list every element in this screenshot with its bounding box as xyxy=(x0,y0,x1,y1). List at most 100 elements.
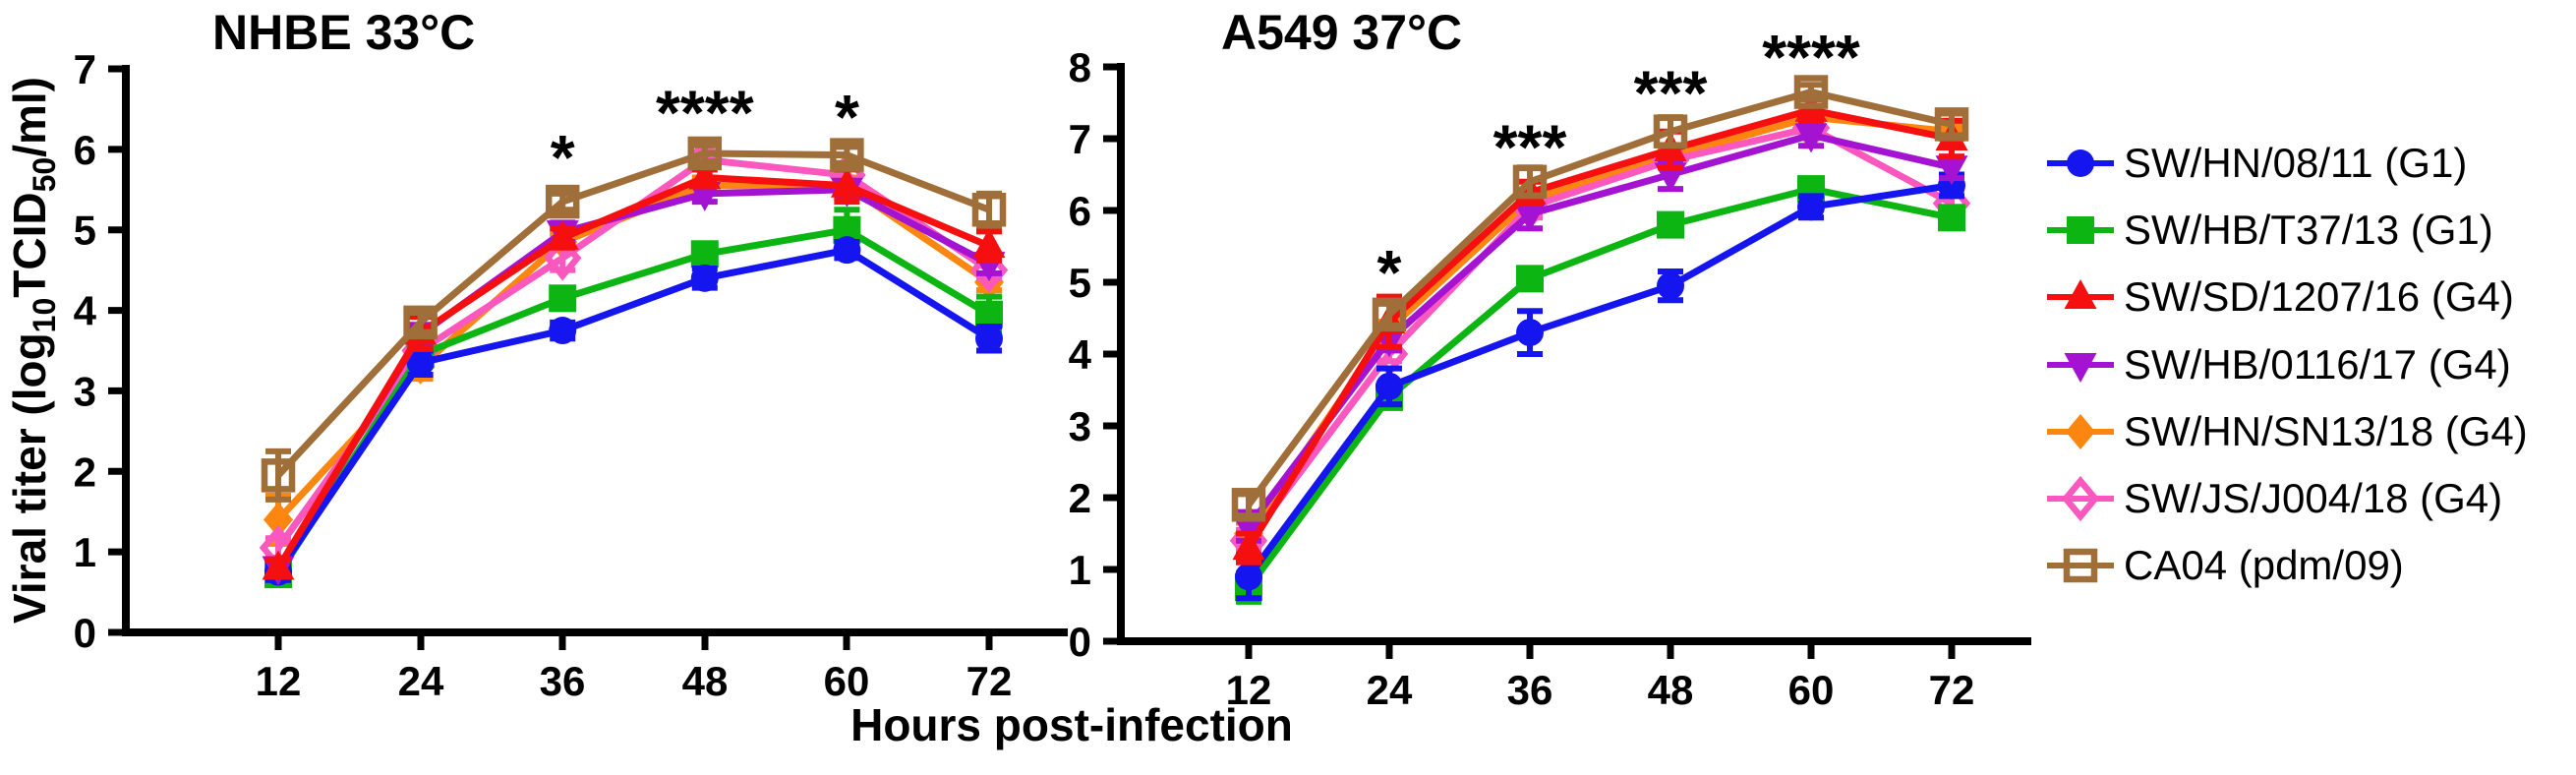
data-point-marker xyxy=(1938,204,1965,232)
square-marker-icon xyxy=(2063,548,2098,583)
x-tick-label: 48 xyxy=(1648,667,1694,713)
data-point-marker xyxy=(1797,193,1825,221)
series-SW/HB/T37/13 (G1) xyxy=(264,207,1003,589)
triangle-up-marker-icon xyxy=(2043,273,2118,321)
diamond-marker-icon xyxy=(2061,475,2100,522)
series-line xyxy=(275,186,991,570)
series-SW/HN/SN13/18 (G4) xyxy=(1234,99,1966,552)
y-tick-label: 5 xyxy=(1069,260,1091,306)
legend-item: SW/SD/1207/16 (G4) xyxy=(2043,273,2514,321)
data-point-marker xyxy=(1235,563,1262,591)
series-CA04 (pdm/09) xyxy=(1231,75,1969,522)
legend-label: SW/JS/J004/18 (G4) xyxy=(2124,475,2503,521)
open-diamond-marker-icon xyxy=(2043,475,2118,522)
x-tick-label: 24 xyxy=(1367,667,1413,713)
series-line xyxy=(1246,181,1953,579)
significance-asterisks: *** xyxy=(1493,111,1567,182)
data-point-marker xyxy=(543,235,582,281)
x-tick-label: 12 xyxy=(1226,667,1272,713)
data-point-marker xyxy=(1512,164,1548,200)
y-tick-label: 2 xyxy=(74,448,96,495)
y-tick-label: 0 xyxy=(1069,619,1091,665)
legend-marker-canvas xyxy=(2047,414,2114,449)
data-point-marker xyxy=(1793,75,1829,109)
series-line xyxy=(1246,185,1953,590)
data-point-marker xyxy=(1516,319,1544,347)
triangle-down-marker-icon xyxy=(2064,353,2097,383)
x-tick-label: 60 xyxy=(1788,667,1835,713)
chart-title-nhbe: NHBE 33°C xyxy=(212,5,476,60)
series-CA04 (pdm/09) xyxy=(261,136,1007,503)
series-SW/HN/08/11 (G1) xyxy=(1235,171,1965,602)
x-tick-label: 72 xyxy=(1929,667,1975,713)
x-tick-label: 60 xyxy=(824,658,870,704)
data-point-marker xyxy=(403,305,438,340)
y-tick-label: 6 xyxy=(1069,188,1091,234)
data-point-marker xyxy=(972,228,1006,259)
series-line xyxy=(275,246,991,574)
y-tick-label: 8 xyxy=(1069,44,1091,90)
series-line xyxy=(1246,89,1953,507)
diamond-marker-icon xyxy=(2066,414,2095,449)
triangle-down-marker-icon xyxy=(2043,341,2118,388)
data-point-marker xyxy=(1513,202,1547,232)
data-point-marker xyxy=(1231,488,1266,522)
data-point-marker xyxy=(546,219,579,250)
diamond-marker-icon xyxy=(2043,408,2118,455)
data-point-marker xyxy=(1232,530,1265,561)
significance-asterisks: *** xyxy=(1634,58,1708,129)
legend-item: CA04 (pdm/09) xyxy=(2043,542,2404,589)
x-tick-label: 12 xyxy=(256,658,302,704)
y-tick-label: 5 xyxy=(74,208,96,254)
legend-label: SW/HN/08/11 (G1) xyxy=(2124,140,2468,186)
data-point-marker xyxy=(406,348,435,377)
data-point-marker xyxy=(1934,107,1969,142)
data-point-marker xyxy=(262,550,295,580)
y-tick-label: 1 xyxy=(1069,547,1091,593)
y-tick-label: 3 xyxy=(74,368,96,414)
series-line xyxy=(275,155,991,551)
data-point-marker xyxy=(690,240,719,268)
circle-marker-icon xyxy=(2067,149,2094,177)
chart-title-a549: A549 37°C xyxy=(1221,5,1463,60)
y-tick-label: 0 xyxy=(74,610,96,656)
series-line xyxy=(1246,131,1953,529)
legend-item: SW/HB/T37/13 (G1) xyxy=(2043,207,2493,254)
legend-marker-canvas xyxy=(2047,475,2114,522)
series-line xyxy=(1246,106,1953,550)
legend-marker-canvas xyxy=(2047,548,2114,583)
series-SW/SD/1207/16 (G4) xyxy=(1232,91,1968,566)
y-tick-label: 3 xyxy=(1069,403,1091,449)
data-point-marker xyxy=(1935,155,1968,186)
legend-marker-canvas xyxy=(2047,353,2114,383)
triangle-up-marker-icon xyxy=(2064,279,2097,309)
data-point-marker xyxy=(1657,271,1684,300)
legend-item: SW/HN/08/11 (G1) xyxy=(2043,140,2467,187)
series-SW/HB/0116/17 (G4) xyxy=(262,177,1006,586)
legend-marker-canvas xyxy=(2047,279,2114,309)
data-point-marker xyxy=(830,138,864,172)
y-axis-label: Viral titer (log10TCID50/ml) xyxy=(4,77,62,624)
data-point-marker xyxy=(1232,514,1265,545)
x-tick-label: 48 xyxy=(682,658,729,704)
x-tick-label: 36 xyxy=(1507,667,1553,713)
x-tick-label: 72 xyxy=(966,658,1013,704)
y-tick-label: 4 xyxy=(74,288,97,334)
series-line xyxy=(275,149,991,478)
legend-item: SW/HN/SN13/18 (G4) xyxy=(2043,408,2528,455)
y-tick-label: 7 xyxy=(1069,116,1091,162)
y-tick-label: 2 xyxy=(1069,475,1091,521)
data-point-marker xyxy=(969,247,1009,293)
data-point-marker xyxy=(1794,123,1828,153)
circle-marker-icon xyxy=(2043,140,2118,187)
series-line xyxy=(275,226,991,576)
legend-label: SW/SD/1207/16 (G4) xyxy=(2124,273,2514,320)
x-tick-label: 24 xyxy=(398,658,444,704)
data-point-marker xyxy=(833,236,861,265)
significance-asterisks: * xyxy=(551,122,575,193)
data-point-marker xyxy=(549,284,577,313)
data-point-marker xyxy=(1372,297,1407,332)
